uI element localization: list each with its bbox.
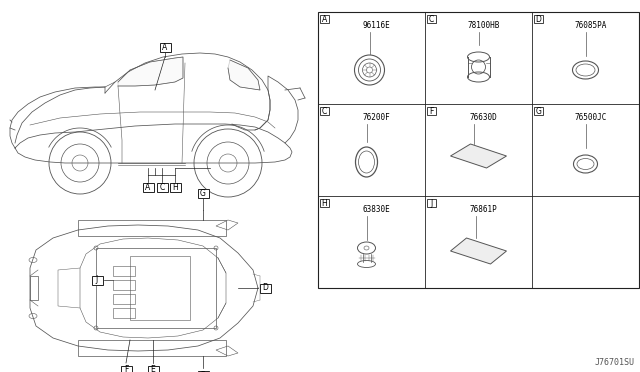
Text: 96116E: 96116E — [363, 22, 391, 31]
Text: J: J — [96, 276, 98, 285]
Bar — [427, 199, 436, 207]
Text: 78100HB: 78100HB — [468, 22, 500, 31]
Text: C: C — [159, 183, 164, 192]
Text: G: G — [200, 189, 206, 198]
Bar — [147, 366, 159, 372]
Text: E: E — [150, 366, 156, 372]
Text: D: D — [262, 283, 268, 292]
Bar — [427, 107, 436, 115]
Text: A: A — [145, 183, 150, 192]
Text: H: H — [172, 183, 178, 192]
Bar — [113, 294, 135, 304]
Bar — [120, 366, 131, 372]
Polygon shape — [118, 57, 183, 86]
Text: D: D — [536, 15, 541, 23]
Text: 76630D: 76630D — [470, 113, 498, 122]
Bar — [143, 183, 154, 192]
Bar — [157, 183, 168, 192]
Text: A: A — [322, 15, 327, 23]
Bar — [113, 280, 135, 290]
Bar — [320, 15, 329, 23]
Text: J: J — [430, 199, 433, 208]
Bar — [130, 256, 190, 320]
Bar — [78, 340, 226, 356]
Text: G: G — [536, 106, 541, 115]
Bar — [534, 107, 543, 115]
Text: A: A — [163, 42, 168, 51]
Bar — [113, 308, 135, 318]
Text: F: F — [429, 106, 434, 115]
Bar — [96, 248, 216, 328]
Bar — [198, 371, 209, 372]
Bar — [259, 283, 271, 292]
Text: H: H — [322, 199, 328, 208]
Polygon shape — [451, 238, 506, 264]
Bar — [427, 15, 436, 23]
Bar — [92, 276, 102, 285]
Bar — [198, 189, 209, 198]
Text: G: G — [200, 371, 206, 372]
Bar — [320, 107, 329, 115]
Text: 76200F: 76200F — [363, 113, 391, 122]
Text: F: F — [124, 366, 128, 372]
Text: 63830E: 63830E — [363, 205, 391, 215]
Text: C: C — [429, 15, 434, 23]
Text: 76500JC: 76500JC — [575, 113, 607, 122]
Text: 76861P: 76861P — [470, 205, 498, 215]
Bar — [534, 15, 543, 23]
Polygon shape — [451, 144, 506, 168]
Text: 76085PA: 76085PA — [575, 22, 607, 31]
Bar — [30, 276, 38, 300]
Bar — [170, 183, 180, 192]
Text: J76701SU: J76701SU — [595, 358, 635, 367]
Bar — [159, 42, 170, 51]
Bar — [113, 266, 135, 276]
Bar — [318, 12, 639, 288]
Bar — [320, 199, 329, 207]
Text: C: C — [322, 106, 327, 115]
Polygon shape — [228, 60, 260, 90]
Bar — [78, 220, 226, 236]
